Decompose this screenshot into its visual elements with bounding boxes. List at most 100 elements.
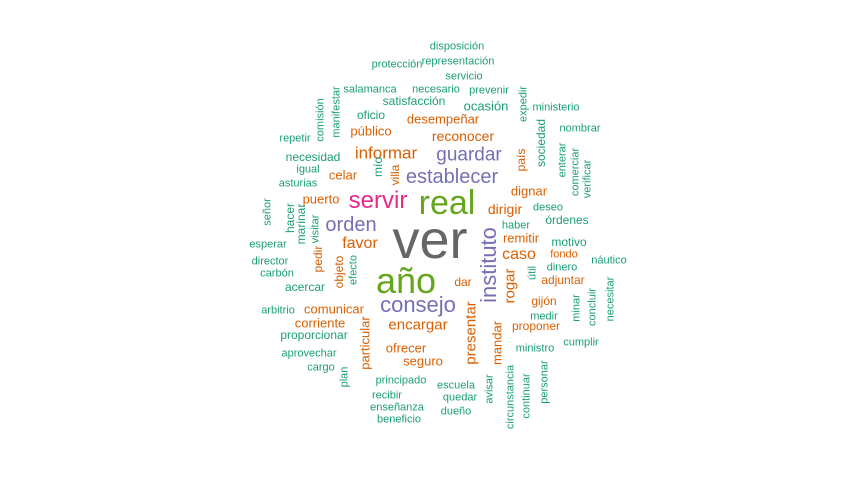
- word-corriente: corriente: [294, 315, 346, 331]
- word-rogar: rogar: [501, 268, 519, 304]
- word-desempenar: desempeñar: [406, 111, 480, 127]
- word-esperar: esperar: [249, 238, 287, 251]
- word-acercar: acercar: [284, 280, 326, 294]
- word-pedir: pedir: [311, 245, 325, 273]
- word-dueno: dueño: [440, 405, 472, 418]
- word-comerciar: comerciar: [569, 147, 582, 197]
- word-remitir: remitir: [502, 230, 540, 246]
- word-real: real: [418, 184, 476, 222]
- word-servir: servir: [348, 187, 408, 214]
- word-cargo: cargo: [307, 361, 335, 374]
- word-asturias: asturias: [278, 177, 318, 190]
- word-haber: haber: [501, 219, 531, 232]
- word-necesitar: necesitar: [604, 276, 617, 322]
- word-principado: principado: [375, 374, 427, 387]
- word-orden: orden: [325, 214, 377, 236]
- word-favor: favor: [342, 235, 378, 252]
- word-celar: celar: [328, 167, 358, 183]
- word-consejo: consejo: [380, 292, 456, 317]
- word-villa: villa: [388, 164, 402, 186]
- word-quedar: quedar: [442, 391, 478, 404]
- word-medir: medir: [530, 310, 558, 323]
- word-nautico: náutico: [591, 254, 627, 267]
- word-ofrecer: ofrecer: [385, 340, 427, 356]
- word-disposicion: disposición: [429, 40, 485, 53]
- word-enterar: enterar: [556, 142, 569, 178]
- word-util: útil: [526, 265, 539, 281]
- word-encargar: encargar: [388, 316, 448, 334]
- word-manifestar: manifestar: [330, 86, 343, 138]
- word-motivo: motivo: [551, 235, 587, 249]
- word-ordenes: órdenes: [545, 213, 589, 227]
- word-hacer: hacer: [283, 202, 297, 234]
- word-ano: año: [375, 260, 437, 301]
- word-dirigir: dirigir: [487, 201, 523, 217]
- word-servicio: servicio: [445, 70, 483, 83]
- word-avisar: avisar: [483, 374, 496, 404]
- word-necesario: necesario: [412, 83, 460, 96]
- word-continuar: continuar: [520, 373, 533, 419]
- word-beneficio: beneficio: [376, 413, 422, 426]
- word-senor: señor: [261, 198, 274, 226]
- word-personar: personar: [538, 360, 551, 404]
- word-verificar: verificar: [581, 159, 594, 199]
- word-puerto: puerto: [302, 191, 340, 207]
- word-objeto: objeto: [332, 255, 346, 289]
- word-aprovechar: aprovechar: [281, 347, 337, 360]
- word-publico: público: [350, 123, 392, 139]
- word-caso: caso: [502, 246, 536, 263]
- word-ministro: ministro: [515, 342, 555, 355]
- word-ministerio: ministerio: [532, 101, 580, 114]
- word-sociedad: sociedad: [534, 118, 548, 168]
- word-comision: comisión: [314, 98, 327, 142]
- word-recibir: recibir: [372, 389, 402, 402]
- word-arbitrio: arbitrio: [261, 304, 295, 317]
- word-instituto: instituto: [476, 227, 501, 303]
- word-carbon: carbón: [260, 267, 294, 280]
- word-cumplir: cumplir: [563, 336, 599, 349]
- word-seguro: seguro: [403, 353, 443, 369]
- word-guardar: guardar: [436, 144, 502, 166]
- word-expedir: expedir: [517, 85, 530, 123]
- word-dinero: dinero: [546, 261, 578, 274]
- word-efecto: efecto: [347, 255, 360, 285]
- word-establecer: establecer: [405, 166, 499, 188]
- word-oficio: oficio: [356, 108, 386, 122]
- word-pais: país: [514, 148, 528, 172]
- word-reconocer: reconocer: [431, 128, 495, 144]
- word-concluir: concluir: [586, 288, 599, 326]
- word-plan: plan: [338, 366, 351, 388]
- word-representacion: representación: [421, 55, 495, 68]
- word-ver: ver: [392, 210, 468, 270]
- word-dar: dar: [454, 275, 472, 289]
- word-comunicar: comunicar: [304, 301, 364, 317]
- word-necesidad: necesidad: [285, 150, 341, 164]
- word-nombrar: nombrar: [559, 122, 601, 135]
- word-proporcionar: proporcionar: [280, 328, 348, 342]
- word-informar: informar: [354, 143, 418, 163]
- word-escuela: escuela: [437, 379, 475, 392]
- word-proponer: proponer: [511, 319, 561, 333]
- word-repetir: repetir: [279, 132, 311, 145]
- word-circunstancia: circunstancia: [504, 364, 517, 430]
- word-particular: particular: [357, 316, 373, 370]
- word-gijon: gijón: [531, 294, 557, 308]
- word-prevenir: prevenir: [469, 84, 509, 97]
- word-director: director: [251, 255, 289, 268]
- word-proteccion: protección: [371, 58, 423, 71]
- word-mio: mío: [371, 156, 385, 178]
- word-dignar: dignar: [510, 183, 548, 199]
- word-satisfaccion: satisfacción: [382, 94, 446, 108]
- word-deseo: deseo: [533, 201, 563, 214]
- word-igual: igual: [296, 163, 320, 176]
- word-ocasion: ocasión: [463, 98, 509, 114]
- word-visitar: visitar: [309, 214, 322, 244]
- word-presentar: presentar: [462, 301, 480, 365]
- word-minar: minar: [570, 294, 583, 322]
- word-ensenanza: enseñanza: [370, 401, 424, 414]
- word-adjuntar: adjuntar: [541, 273, 585, 287]
- word-mandar: mandar: [489, 320, 505, 366]
- word-fondo: fondo: [550, 248, 578, 261]
- word-salamanca: salamanca: [343, 83, 397, 96]
